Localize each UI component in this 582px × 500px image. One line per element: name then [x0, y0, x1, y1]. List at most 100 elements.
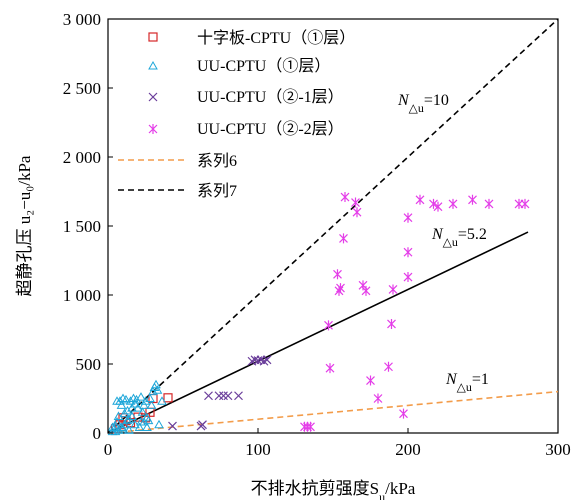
data-point-series-1 — [134, 422, 145, 431]
data-point-series-3 — [336, 283, 345, 294]
x-axis-title: 不排水抗剪强度Su/kPa — [251, 479, 416, 500]
reference-line-slope-5_2 — [107, 231, 529, 434]
y-tick-label: 1 000 — [63, 286, 101, 305]
data-point-series-2 — [234, 391, 243, 401]
data-point-series-3 — [484, 198, 494, 209]
legend-label-0: 十字板-CPTU（①层） — [197, 29, 355, 47]
data-point-series-2 — [219, 391, 228, 401]
y-tick-label: 0 — [93, 424, 102, 443]
data-point-series-3 — [333, 269, 342, 280]
data-point-series-3 — [403, 247, 413, 258]
x-axis-title-subscript: u — [379, 490, 385, 500]
data-point-series-1 — [119, 408, 130, 418]
data-point-series-1 — [116, 400, 127, 409]
reference-lines — [107, 18, 559, 434]
data-point-series-3 — [429, 198, 438, 209]
legend-label-3: UU-CPTU（②-2层） — [197, 120, 344, 138]
data-point-series-1 — [107, 422, 118, 431]
data-point-series-1 — [136, 392, 146, 401]
y-tick-label: 500 — [76, 355, 102, 374]
data-point-series-3 — [351, 197, 360, 208]
x-axis-title-main: 不排水抗剪强度S — [251, 479, 379, 498]
y-axis-title: 超静孔压 u₂−u₀/kPa — [15, 155, 34, 296]
data-point-series-1 — [152, 385, 163, 394]
legend-marker-square — [148, 32, 158, 42]
data-point-series-3 — [433, 201, 443, 212]
data-point-series-3 — [334, 285, 344, 296]
data-point-series-1 — [121, 394, 131, 404]
data-point-series-3 — [373, 393, 383, 404]
reference-line-slope-1 — [107, 390, 559, 434]
data-point-series-1 — [112, 396, 122, 405]
data-point-series-3 — [352, 207, 362, 218]
legend-marker-x — [148, 92, 158, 102]
data-point-series-3 — [361, 285, 371, 296]
data-point-series-1 — [142, 412, 152, 422]
data-point-series-0 — [163, 393, 173, 403]
x-tick-label: 300 — [545, 440, 571, 459]
data-point-series-2 — [168, 421, 177, 431]
data-point-series-3 — [399, 408, 408, 419]
data-point-series-1 — [145, 393, 155, 402]
data-point-series-1 — [113, 411, 124, 420]
annotation-n1: N△u=1 — [445, 371, 489, 394]
legend-marker-asterisk — [148, 124, 158, 134]
data-point-series-1 — [124, 425, 134, 434]
data-point-series-1 — [136, 416, 146, 426]
data-point-series-2 — [198, 420, 207, 430]
legend-marker-triangle — [148, 60, 158, 70]
data-points — [107, 192, 530, 436]
y-tick-label: 1 500 — [63, 217, 101, 236]
data-point-series-1 — [116, 422, 127, 431]
data-point-series-2 — [204, 391, 213, 401]
data-point-series-1 — [137, 407, 148, 416]
data-point-series-3 — [468, 194, 477, 205]
data-point-series-3 — [366, 375, 375, 386]
data-point-series-1 — [127, 411, 137, 420]
data-point-series-1 — [154, 419, 164, 429]
legend-label-series7: 系列7 — [197, 182, 237, 200]
annotation-n10: N△u=10 — [397, 92, 449, 115]
data-point-series-3 — [384, 361, 393, 372]
data-point-series-1 — [124, 414, 134, 423]
data-point-series-1 — [112, 416, 122, 426]
x-tick-label: 0 — [104, 440, 113, 459]
y-tick-label: 2 500 — [63, 79, 101, 98]
x-axis-title-unit: /kPa — [385, 479, 416, 498]
legend-label-2: UU-CPTU（②-1层） — [197, 88, 344, 106]
data-point-series-1 — [110, 426, 121, 436]
y-tick-label: 2 000 — [63, 148, 101, 167]
data-point-series-1 — [139, 400, 149, 409]
data-point-series-2 — [214, 391, 224, 401]
data-point-series-1 — [122, 405, 133, 415]
x-tick-label: 200 — [395, 440, 421, 459]
data-point-series-3 — [403, 212, 413, 223]
data-point-series-1 — [127, 403, 137, 412]
data-point-series-1 — [122, 415, 133, 425]
data-point-series-1 — [157, 396, 167, 405]
data-point-series-3 — [340, 192, 350, 203]
data-point-series-3 — [403, 272, 413, 283]
data-point-series-3 — [325, 363, 335, 374]
data-point-series-3 — [324, 320, 333, 331]
data-point-series-3 — [339, 233, 348, 244]
data-point-series-2 — [259, 356, 269, 366]
data-point-series-1 — [142, 422, 152, 431]
reference-line-slope-10 — [107, 18, 559, 434]
data-point-series-3 — [306, 421, 315, 432]
data-point-series-1 — [125, 396, 136, 405]
annotation-n52: N△u=5.2 — [431, 226, 487, 249]
data-point-series-3 — [387, 318, 396, 329]
x-tick-label: 100 — [245, 440, 271, 459]
data-point-series-1 — [118, 423, 128, 433]
data-point-series-3 — [415, 194, 425, 205]
legend-label-1: UU-CPTU（①层） — [197, 57, 330, 75]
y-tick-label: 3 000 — [63, 10, 101, 29]
data-point-series-3 — [448, 198, 458, 209]
axis-ticks: 0 100 200 300 0 500 1 000 1 500 2 000 2 500 3 000 — [63, 10, 571, 459]
data-point-series-1 — [151, 379, 161, 389]
data-point-series-2 — [223, 391, 233, 401]
legend-label-series6: 系列6 — [197, 152, 237, 170]
legend: 十字板-CPTU（①层） UU-CPTU（①层） UU-CPTU（②-1层） U… — [118, 29, 355, 200]
